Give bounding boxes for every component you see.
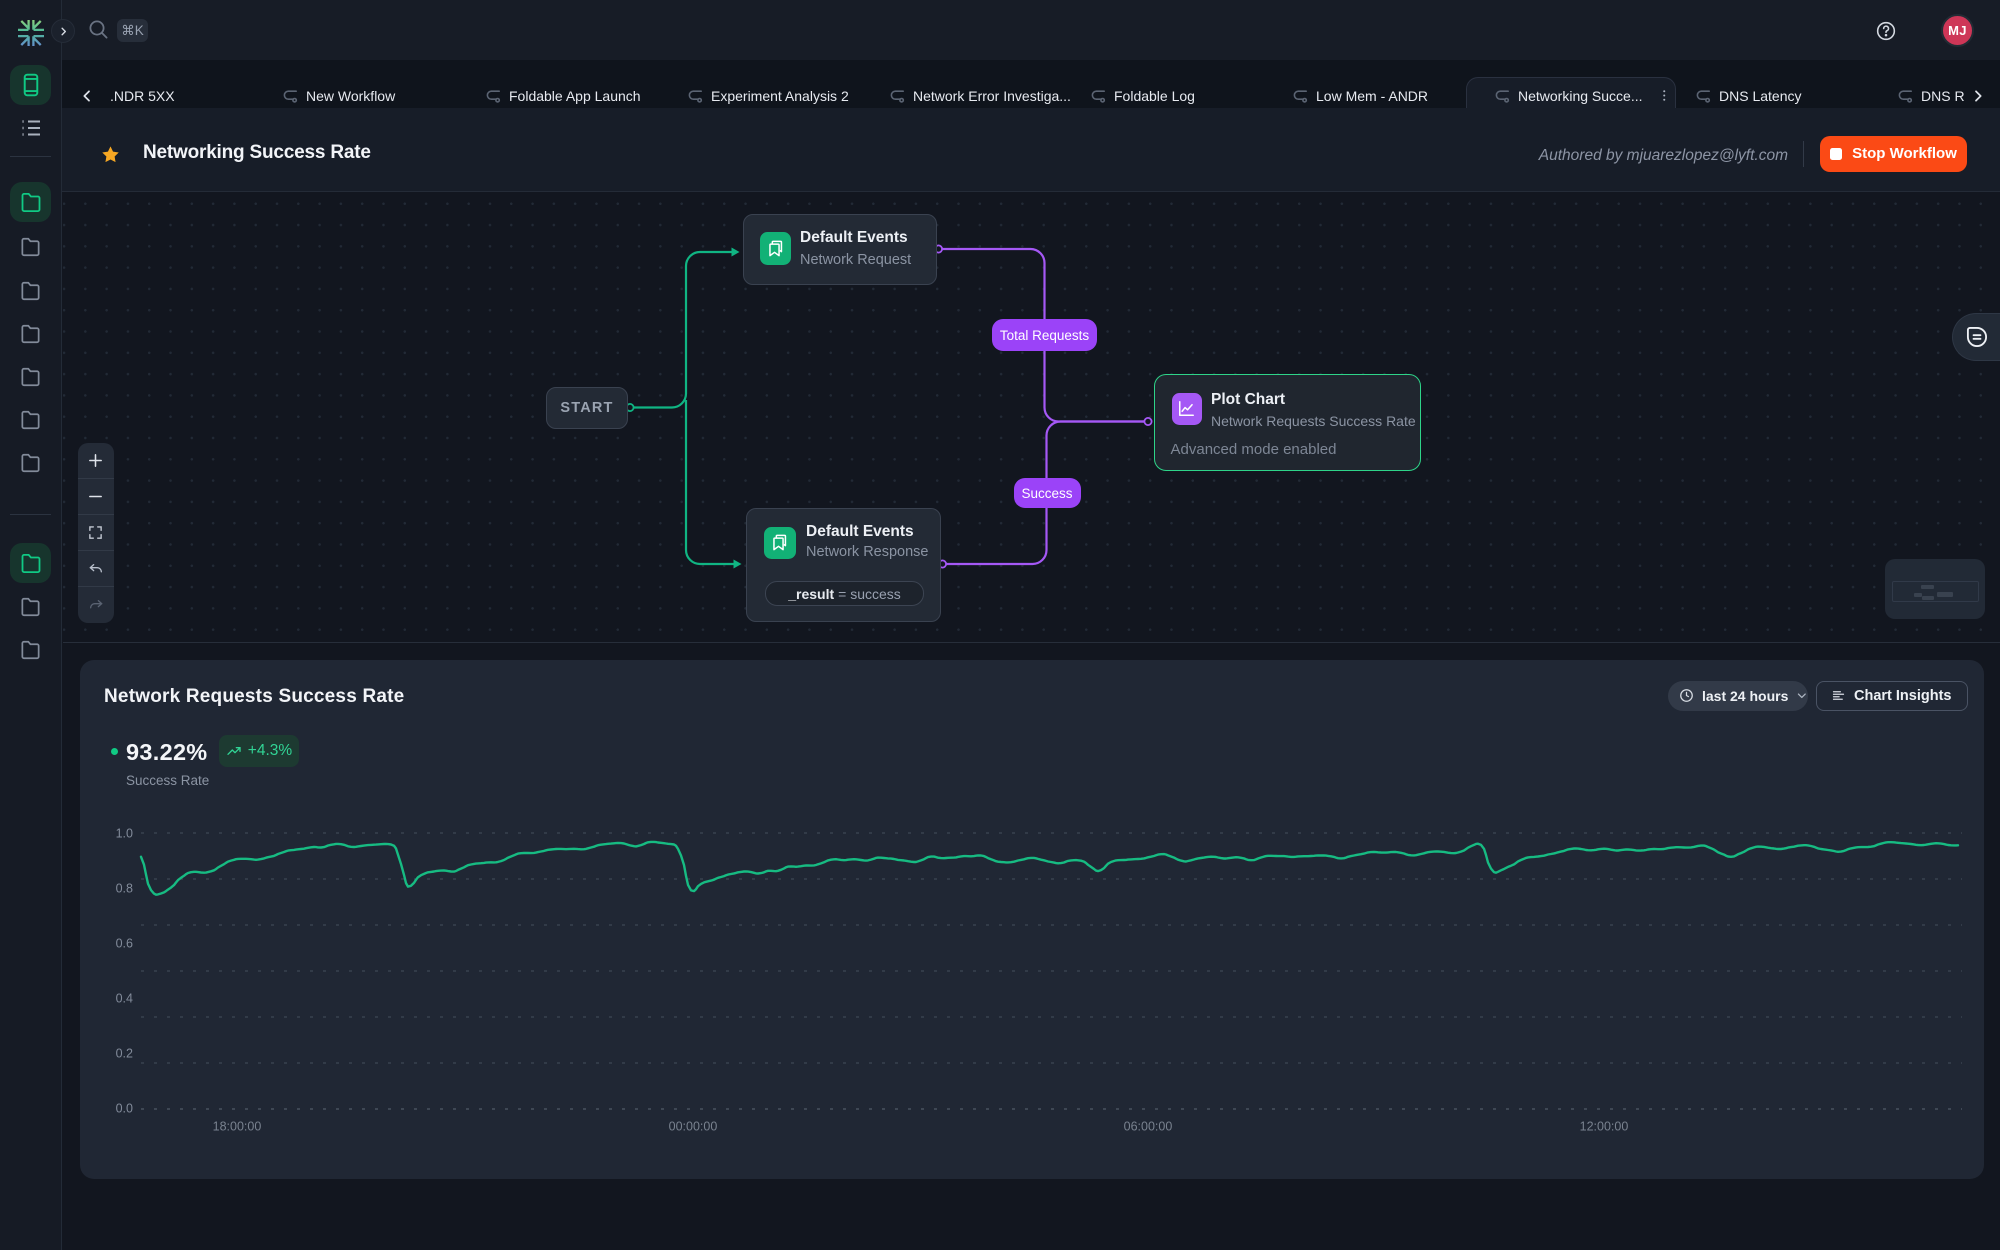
svg-text:0.0: 0.0 — [116, 1102, 133, 1116]
svg-text:0.6: 0.6 — [116, 937, 133, 951]
svg-text:1.0: 1.0 — [116, 827, 133, 841]
svg-text:06:00:00: 06:00:00 — [1124, 1120, 1173, 1134]
svg-text:18:00:00: 18:00:00 — [213, 1120, 262, 1134]
svg-text:00:00:00: 00:00:00 — [669, 1120, 718, 1134]
svg-text:0.2: 0.2 — [116, 1047, 133, 1061]
svg-text:0.4: 0.4 — [116, 992, 133, 1006]
svg-text:0.8: 0.8 — [116, 882, 133, 896]
svg-text:12:00:00: 12:00:00 — [1580, 1120, 1629, 1134]
